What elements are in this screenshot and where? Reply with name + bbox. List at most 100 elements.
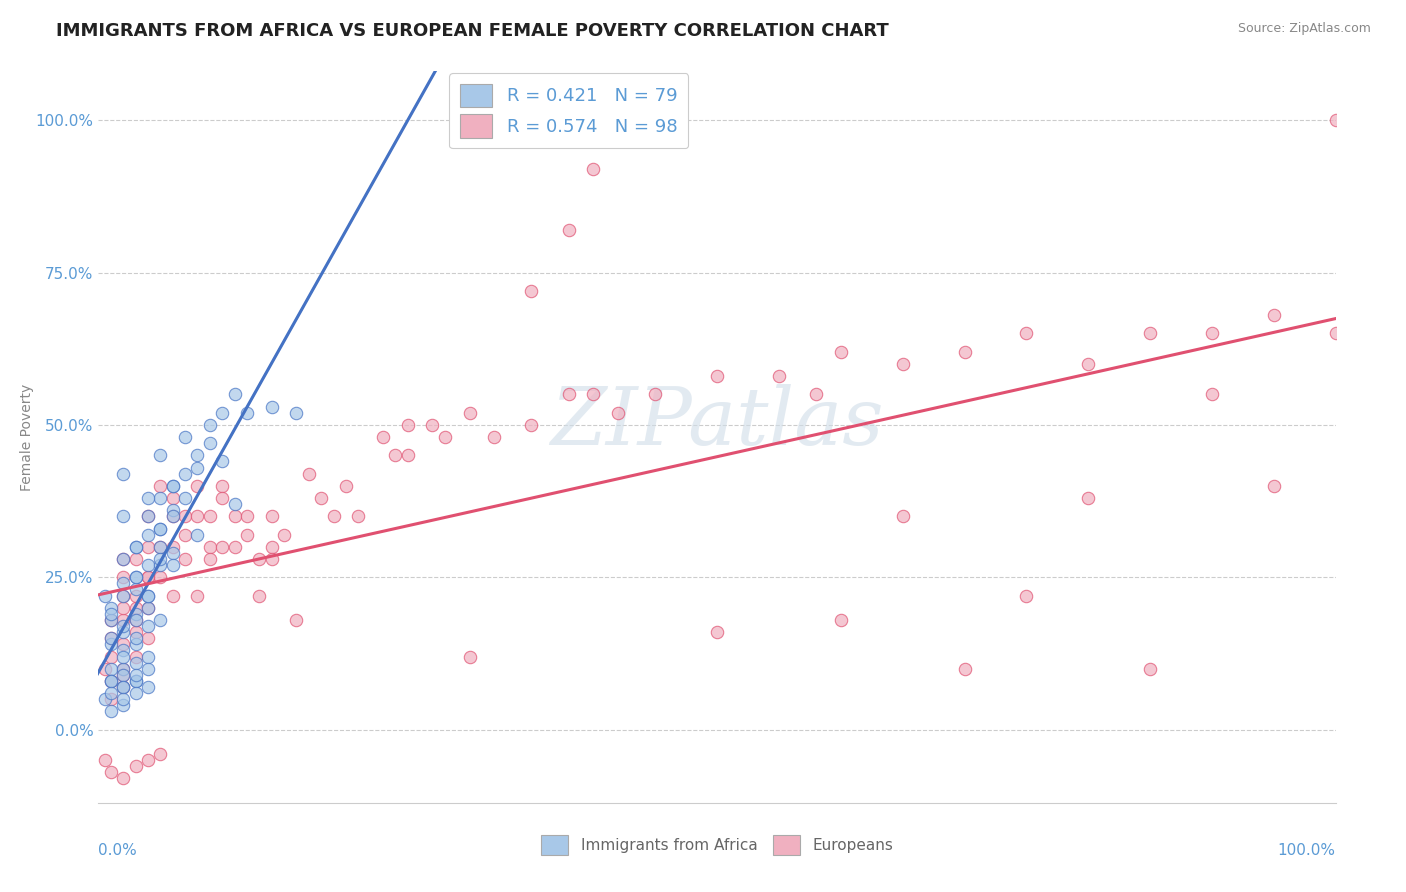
Point xyxy=(186,527,208,541)
Point xyxy=(124,552,146,566)
Point xyxy=(1324,326,1347,341)
Point xyxy=(112,667,135,681)
Point xyxy=(891,357,914,371)
Text: IMMIGRANTS FROM AFRICA VS EUROPEAN FEMALE POVERTY CORRELATION CHART: IMMIGRANTS FROM AFRICA VS EUROPEAN FEMAL… xyxy=(56,22,889,40)
Point xyxy=(112,600,135,615)
Point xyxy=(198,436,221,450)
Point xyxy=(607,406,630,420)
Point xyxy=(1263,479,1285,493)
Point xyxy=(520,284,543,298)
Point xyxy=(162,503,184,517)
Point xyxy=(198,417,221,432)
Point xyxy=(124,686,146,700)
Point xyxy=(422,417,444,432)
Point xyxy=(100,613,122,627)
Point xyxy=(211,540,233,554)
Point xyxy=(322,509,344,524)
Point xyxy=(1015,326,1038,341)
Point xyxy=(149,521,172,535)
Point xyxy=(112,772,135,786)
Point xyxy=(174,467,197,481)
Point xyxy=(706,369,728,384)
Point xyxy=(224,497,246,511)
Point xyxy=(100,673,122,688)
Point xyxy=(149,479,172,493)
Point xyxy=(136,753,159,767)
Point xyxy=(149,491,172,505)
Point xyxy=(804,387,827,401)
Point xyxy=(100,692,122,706)
Point xyxy=(136,558,159,573)
Point xyxy=(953,344,976,359)
Point xyxy=(273,527,295,541)
Point xyxy=(112,680,135,694)
Point xyxy=(112,576,135,591)
Point xyxy=(186,589,208,603)
Point xyxy=(136,491,159,505)
Point xyxy=(396,417,419,432)
Point xyxy=(136,509,159,524)
Point xyxy=(384,448,406,462)
Point xyxy=(124,632,146,646)
Point xyxy=(520,417,543,432)
Point xyxy=(100,649,122,664)
Point xyxy=(112,625,135,640)
Point xyxy=(100,686,122,700)
Point xyxy=(149,747,172,761)
Point xyxy=(644,387,666,401)
Point xyxy=(112,467,135,481)
Point xyxy=(112,680,135,694)
Point xyxy=(100,632,122,646)
Point xyxy=(149,570,172,584)
Point xyxy=(136,600,159,615)
Point xyxy=(285,613,308,627)
Point xyxy=(557,223,579,237)
Point xyxy=(162,540,184,554)
Point xyxy=(162,479,184,493)
Point xyxy=(1139,662,1161,676)
Point xyxy=(93,662,115,676)
Point xyxy=(100,705,122,719)
Point xyxy=(162,479,184,493)
Point xyxy=(100,613,122,627)
Point xyxy=(224,540,246,554)
Point xyxy=(174,552,197,566)
Point xyxy=(136,540,159,554)
Point xyxy=(149,448,172,462)
Point xyxy=(100,662,122,676)
Point xyxy=(124,589,146,603)
Point xyxy=(136,570,159,584)
Point xyxy=(396,448,419,462)
Point xyxy=(830,344,852,359)
Point xyxy=(112,692,135,706)
Point xyxy=(433,430,456,444)
Point xyxy=(211,454,233,468)
Point xyxy=(112,637,135,651)
Point xyxy=(112,667,135,681)
Point xyxy=(124,613,146,627)
Point xyxy=(149,552,172,566)
Point xyxy=(458,406,481,420)
Point xyxy=(93,692,115,706)
Point xyxy=(112,552,135,566)
Point xyxy=(162,509,184,524)
Point xyxy=(124,673,146,688)
Point xyxy=(1015,589,1038,603)
Point xyxy=(100,600,122,615)
Point xyxy=(260,400,283,414)
Point xyxy=(112,619,135,633)
Point xyxy=(582,387,605,401)
Point xyxy=(335,479,357,493)
Point xyxy=(162,546,184,560)
Point xyxy=(100,673,122,688)
Point xyxy=(136,680,159,694)
Point xyxy=(224,509,246,524)
Point xyxy=(149,540,172,554)
Point xyxy=(149,558,172,573)
Point xyxy=(112,662,135,676)
Point xyxy=(768,369,790,384)
Point xyxy=(124,625,146,640)
Text: 100.0%: 100.0% xyxy=(1278,843,1336,858)
Point xyxy=(112,649,135,664)
Point xyxy=(124,613,146,627)
